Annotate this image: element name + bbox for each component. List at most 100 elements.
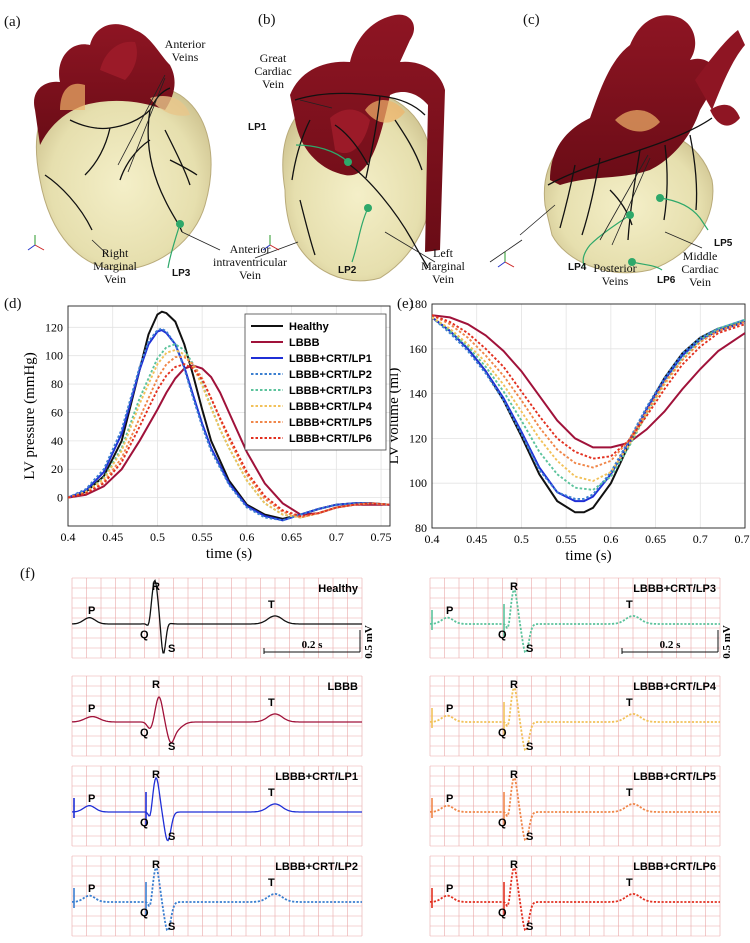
panel-label-d: (d) [4,296,22,312]
legend-entry-lbbb-crt-lp2: LBBB+CRT/LP2 [289,369,372,381]
series-line-lbbb-crt-lp3 [432,316,745,491]
wave-label-r: R [152,769,160,781]
ecg-trace-lbbb [71,696,362,744]
heart-posterior-view [489,15,745,274]
label-left-marginal-vein: Left Marginal Vein [421,246,465,286]
x-tick-label: 0.5 [150,530,165,544]
y-axis-label: LV pressure (mmHg) [22,352,38,480]
ecg-trace-lbbb-crt-lp3 [430,588,720,654]
series-line-lbbb-crt-lp2 [68,327,390,522]
wave-label-p: P [88,883,95,895]
y-tick-label: 80 [51,377,63,391]
series-line-lbbb-crt-lp5 [432,314,745,469]
plot-frame [431,303,746,529]
wave-label-t: T [626,697,633,709]
ecg-panel-lbbb-crt-lp6: LBBB+CRT/LP6 P R Q S T [429,855,721,937]
wave-label-s: S [168,643,175,655]
ecg-panel-title: LBBB+CRT/LP4 [633,681,717,693]
wave-label-s: S [526,831,533,843]
heart-lateral-view [254,14,445,282]
wave-label-s: S [526,643,533,655]
series-line-lbbb-crt-lp4 [68,348,390,519]
wave-label-q: Q [140,817,149,829]
x-tick-label: 0.5 [514,532,529,546]
ecg-trace-lbbb-crt-lp4 [430,686,720,752]
y-tick-label: 100 [45,349,63,363]
y-tick-label: 140 [409,387,427,401]
wave-label-r: R [152,581,160,593]
y-tick-label: 180 [409,298,427,311]
wave-label-t: T [626,877,633,889]
panel-label-f: (f) [20,566,35,582]
legend-entry-lbbb-crt-lp5: LBBB+CRT/LP5 [289,417,372,429]
wave-label-r: R [152,679,160,691]
heart-anterior-view [27,24,221,271]
y-tick-label: 80 [415,521,427,535]
wave-label-s: S [168,741,175,753]
series-line-lbbb-crt-lp6 [432,314,745,460]
wave-label-t: T [268,787,275,799]
plot-frame [67,305,391,527]
x-tick-label: 0.45 [102,530,123,544]
x-tick-label: 0.55 [556,532,577,546]
ecg-panel-title: LBBB+CRT/LP1 [275,771,358,783]
ecg-panel-healthy: Healthy P R Q S T 0.2 s 0.5 mV [71,577,375,659]
ecg-panel-title: LBBB+CRT/LP6 [633,861,716,873]
wave-label-p: P [446,793,453,805]
wave-label-q: Q [498,817,507,829]
panel-label-a: (a) [4,14,21,30]
x-tick-label: 0.7 [693,532,708,546]
voltage-scale-label: 0.5 mV [721,625,733,659]
x-tick-label: 0.65 [645,532,666,546]
y-axis-label: LV volume (ml) [390,368,402,465]
lead-label-lp5: LP5 [714,238,733,249]
legend-entry-lbbb-crt-lp1: LBBB+CRT/LP1 [289,353,372,365]
x-tick-label: 0.55 [192,530,213,544]
wave-label-s: S [168,921,175,933]
wave-label-p: P [88,605,95,617]
x-tick-label: 0.75 [371,530,392,544]
ecg-panel-title: LBBB+CRT/LP5 [633,771,716,783]
wave-label-r: R [510,859,518,871]
y-tick-label: 0 [57,491,63,505]
wave-label-p: P [88,793,95,805]
legend-entry-lbbb-crt-lp4: LBBB+CRT/LP4 [289,401,373,413]
panel-label-e: (e) [397,296,414,312]
ecg-panel-lbbb: LBBB P R Q S T [71,675,363,757]
legend-box [244,313,387,451]
wave-label-p: P [446,703,453,715]
series-line-lbbb-crt-lp6 [68,363,390,518]
ecg-panel-title: LBBB+CRT/LP2 [275,861,358,873]
wave-label-p: P [446,883,453,895]
y-tick-label: 120 [45,320,63,334]
wave-label-t: T [626,787,633,799]
wave-label-t: T [268,599,275,611]
lv-volume-chart: 0.4 0.45 0.5 0.55 0.6 0.65 0.7 0.75 80 100 120 140 1… [390,298,750,564]
ecg-panel-lbbb-crt-lp1: LBBB+CRT/LP1 P R Q S T [71,765,363,847]
y-tick-label: 120 [409,431,427,445]
lead-label-lp2: LP2 [338,265,357,276]
time-scale-label: 0.2 s [660,639,682,651]
legend-entry-lbbb-crt-lp6: LBBB+CRT/LP6 [289,433,372,445]
voltage-scale-label: 0.5 mV [363,625,375,659]
ecg-trace-lbbb-crt-lp1 [72,776,362,842]
y-tick-label: 20 [51,462,63,476]
ecg-panel-title: LBBB+CRT/LP3 [633,583,716,595]
label-right-marginal-vein: Right Marginal Vein [93,246,137,286]
x-tick-label: 0.4 [61,530,76,544]
ecg-trace-healthy [72,579,362,654]
wave-label-q: Q [498,629,507,641]
x-tick-label: 0.6 [239,530,254,544]
wave-label-q: Q [140,907,149,919]
wave-label-q: Q [498,907,507,919]
label-great-cardiac-vein: Great Cardiac Vein [254,51,292,91]
ecg-panel-lbbb-crt-lp5: LBBB+CRT/LP5 P R Q S T [429,765,721,847]
y-tick-label: 60 [51,405,63,419]
ecg-panel-title: Healthy [318,583,359,595]
wave-label-t: T [626,599,633,611]
lead-label-lp6: LP6 [657,275,676,286]
x-axis-label: time (s) [565,548,611,564]
wave-label-s: S [526,741,533,753]
legend-entry-lbbb: LBBB [289,337,320,349]
